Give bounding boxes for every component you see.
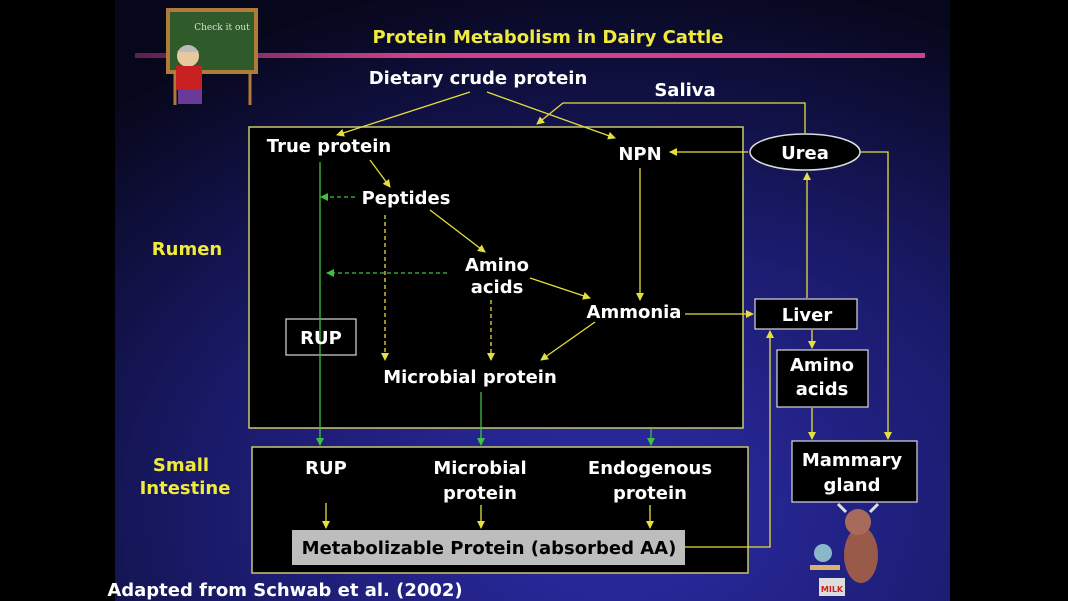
region-small-2: Intestine [140,478,231,499]
arrow-dietary-to-npn [486,91,616,140]
mammary-gland-node [791,440,918,503]
arrow-urea-to-saliva [536,102,806,133]
label-microbial-protein: Microbial protein [383,367,557,388]
label-amino-acids-1: Amino [465,255,529,276]
arrow-urea-to-mammary [860,151,892,440]
metabolizable-protein-node [292,530,685,565]
arrow-true-protein-to-peptides [369,159,391,188]
label-si-endogenous-1: Endogenous [588,458,712,479]
label-amino-acids-2: acids [471,277,524,298]
rumen-rup-node [285,318,357,356]
label-peptides: Peptides [362,188,451,209]
label-blood-amino-1: Amino [790,355,854,376]
label-rumen-rup: RUP [300,328,342,349]
arrow-peptides-to-amino-acids [429,209,486,253]
label-si-microbial-1: Microbial [433,458,526,479]
label-metabolizable-protein: Metabolizable Protein (absorbed AA) [302,538,677,559]
label-mammary-1: Mammary [802,450,903,471]
cow-milk-icon: MILK [810,502,880,596]
footer-citation: Adapted from Schwab et al. (2002) [107,580,462,601]
label-si-microbial-2: protein [443,483,517,504]
region-rumen: Rumen [152,239,222,260]
label-urea: Urea [781,143,829,164]
label-true-protein: True protein [267,136,391,157]
liver-node [754,298,858,330]
chalkboard-text: Check it out [194,23,250,33]
label-blood-amino-2: acids [796,379,849,400]
label-liver: Liver [782,305,833,326]
label-npn: NPN [618,144,661,165]
label-si-rup: RUP [305,458,347,479]
arrow-amino-acids-to-ammonia [529,277,591,300]
label-si-endogenous-2: protein [613,483,687,504]
milk-sign: MILK [821,585,844,594]
label-saliva: Saliva [654,80,715,101]
arrow-mp-to-liver [685,330,774,548]
arrow-ammonia-to-microbial [540,321,596,361]
teacher-chalkboard-icon: Check it out [166,8,258,105]
arrow-dietary-to-true-protein [336,91,471,137]
label-dietary-crude-protein: Dietary crude protein [369,68,588,89]
rumen-box [248,126,744,429]
yellow-arrows [322,91,892,548]
label-ammonia: Ammonia [587,302,682,323]
slide-title: Protein Metabolism in Dairy Cattle [372,27,723,48]
green-arrows [316,162,655,446]
label-mammary-2: gland [824,475,881,496]
region-small-1: Small [153,455,209,476]
blood-amino-acids-node [776,349,869,408]
title-underline-bar [135,53,925,58]
